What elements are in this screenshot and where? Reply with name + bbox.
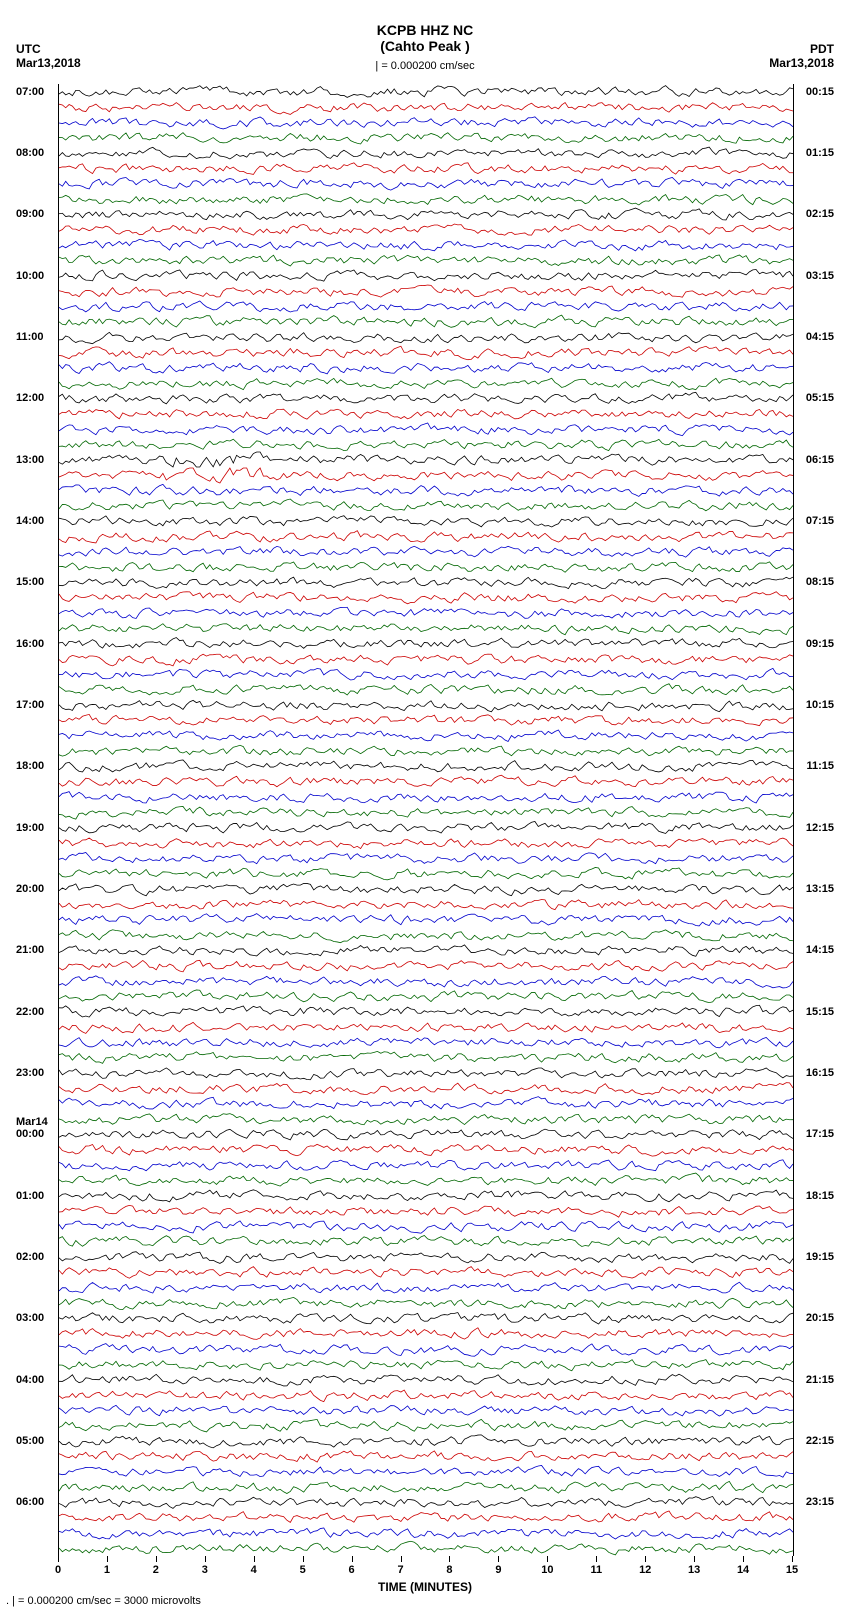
x-tick-label: 4 [251, 1564, 257, 1576]
station-subtitle: (Cahto Peak ) [0, 38, 850, 54]
x-tick-label: 7 [397, 1564, 403, 1576]
utc-hour-label: 02:00 [16, 1251, 56, 1263]
utc-hour-label: 21:00 [16, 944, 56, 956]
x-tick [254, 1556, 255, 1562]
x-tick-label: 3 [202, 1564, 208, 1576]
right-time-axis: 00:15 01:15 02:15 03:15 04:15 05:15 06:15 07:15… [794, 84, 834, 1556]
x-tick-label: 13 [688, 1564, 700, 1576]
utc-hour-label: 06:00 [16, 1496, 56, 1508]
pdt-hour-label: 03:15 [794, 270, 834, 282]
utc-hour-label: 13:00 [16, 454, 56, 466]
utc-hour-label: 19:00 [16, 822, 56, 834]
x-tick [352, 1556, 353, 1562]
footer-scale: . | = 0.000200 cm/sec = 3000 microvolts [6, 1595, 201, 1607]
pdt-hour-label: 14:15 [794, 944, 834, 956]
station-title: KCPB HHZ NC [0, 22, 850, 38]
x-tick [156, 1556, 157, 1562]
utc-hour-label: 11:00 [16, 331, 56, 343]
x-tick [205, 1556, 206, 1562]
x-tick-label: 2 [153, 1564, 159, 1576]
utc-hour-label: 12:00 [16, 392, 56, 404]
utc-hour-label: 10:00 [16, 270, 56, 282]
pdt-hour-label: 21:15 [794, 1374, 834, 1386]
left-time-axis: 07:00 08:00 09:00 10:00 11:00 12:00 13:00 14:00… [16, 84, 56, 1556]
pdt-hour-label: 08:15 [794, 576, 834, 588]
scale-text: | = 0.000200 cm/sec [0, 60, 850, 72]
x-tick [547, 1556, 548, 1562]
utc-hour-label: 01:00 [16, 1190, 56, 1202]
pdt-hour-label: 02:15 [794, 208, 834, 220]
utc-hour-label: 00:00 [16, 1128, 56, 1140]
pdt-label: PDT [810, 42, 834, 56]
x-tick [107, 1556, 108, 1562]
x-tick-label: 12 [639, 1564, 651, 1576]
x-tick [596, 1556, 597, 1562]
pdt-hour-label: 23:15 [794, 1496, 834, 1508]
x-tick-label: 8 [446, 1564, 452, 1576]
x-tick [645, 1556, 646, 1562]
x-axis-title: TIME (MINUTES) [58, 1580, 792, 1594]
utc-hour-label: 15:00 [16, 576, 56, 588]
pdt-hour-label: 04:15 [794, 331, 834, 343]
pdt-hour-label: 11:15 [794, 760, 834, 772]
utc-hour-label: 05:00 [16, 1435, 56, 1447]
x-tick [303, 1556, 304, 1562]
page: KCPB HHZ NC (Cahto Peak ) UTC Mar13,2018… [0, 0, 850, 1613]
x-tick-label: 15 [786, 1564, 798, 1576]
pdt-hour-label: 10:15 [794, 699, 834, 711]
x-tick [792, 1556, 793, 1562]
x-tick-label: 9 [495, 1564, 501, 1576]
header: KCPB HHZ NC (Cahto Peak ) UTC Mar13,2018… [0, 0, 850, 80]
pdt-hour-label: 05:15 [794, 392, 834, 404]
x-tick [58, 1556, 59, 1562]
x-tick-label: 10 [541, 1564, 553, 1576]
utc-hour-label: 18:00 [16, 760, 56, 772]
x-tick-label: 1 [104, 1564, 110, 1576]
pdt-hour-label: 22:15 [794, 1435, 834, 1447]
pdt-hour-label: 18:15 [794, 1190, 834, 1202]
x-tick [449, 1556, 450, 1562]
utc-hour-label: 16:00 [16, 638, 56, 650]
pdt-hour-label: 16:15 [794, 1067, 834, 1079]
date-change-label: Mar14 [16, 1116, 48, 1128]
pdt-hour-label: 01:15 [794, 147, 834, 159]
x-axis: TIME (MINUTES) 0123456789101112131415 [58, 1556, 792, 1596]
x-tick [498, 1556, 499, 1562]
x-tick-label: 14 [737, 1564, 749, 1576]
pdt-hour-label: 15:15 [794, 1006, 834, 1018]
utc-hour-label: 17:00 [16, 699, 56, 711]
pdt-hour-label: 06:15 [794, 454, 834, 466]
pdt-hour-label: 13:15 [794, 883, 834, 895]
pdt-hour-label: 17:15 [794, 1128, 834, 1140]
utc-hour-label: 03:00 [16, 1312, 56, 1324]
x-tick-label: 6 [349, 1564, 355, 1576]
x-tick-label: 5 [300, 1564, 306, 1576]
seismogram-plot [58, 84, 794, 1556]
utc-hour-label: 09:00 [16, 208, 56, 220]
pdt-hour-label: 19:15 [794, 1251, 834, 1263]
seismogram-trace [59, 1539, 793, 1558]
utc-hour-label: 14:00 [16, 515, 56, 527]
utc-hour-label: 07:00 [16, 86, 56, 98]
pdt-hour-label: 09:15 [794, 638, 834, 650]
utc-hour-label: 23:00 [16, 1067, 56, 1079]
x-tick [743, 1556, 744, 1562]
x-tick-label: 0 [55, 1564, 61, 1576]
x-tick [694, 1556, 695, 1562]
pdt-hour-label: 20:15 [794, 1312, 834, 1324]
utc-hour-label: 22:00 [16, 1006, 56, 1018]
pdt-hour-label: 12:15 [794, 822, 834, 834]
utc-hour-label: 04:00 [16, 1374, 56, 1386]
x-tick-label: 11 [590, 1564, 602, 1576]
utc-label: UTC [16, 42, 41, 56]
pdt-hour-label: 00:15 [794, 86, 834, 98]
utc-hour-label: 20:00 [16, 883, 56, 895]
pdt-hour-label: 07:15 [794, 515, 834, 527]
x-tick [401, 1556, 402, 1562]
utc-hour-label: 08:00 [16, 147, 56, 159]
